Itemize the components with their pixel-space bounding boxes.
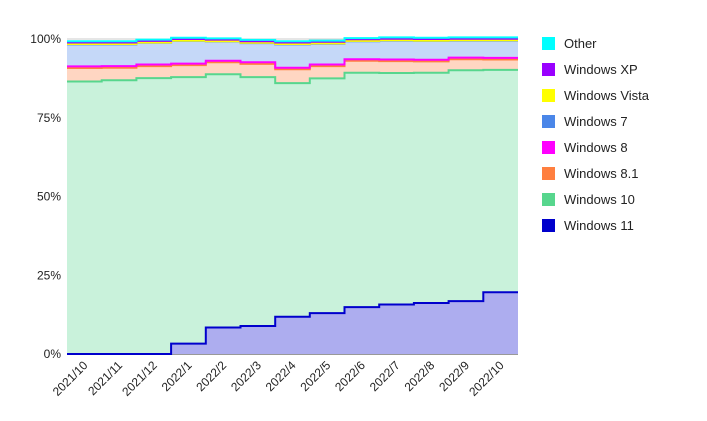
area-windows-7 <box>67 40 518 68</box>
legend-swatch <box>542 88 555 102</box>
y-tick-label: 100% <box>30 32 61 46</box>
x-tick-label: 2022/2 <box>193 358 229 394</box>
line-layer <box>67 36 518 355</box>
x-tick-label: 2022/7 <box>367 358 403 394</box>
legend-swatch <box>542 114 555 128</box>
legend: Other Windows XP Windows Vista Windows 7 Win… <box>542 30 649 238</box>
legend-label: Windows XP <box>564 61 638 77</box>
x-tick-label: 2021/12 <box>119 358 160 399</box>
legend-item-windows-8[interactable]: Windows 8 <box>542 134 649 160</box>
x-tick-label: 2022/4 <box>263 358 299 394</box>
x-tick-label: 2022/6 <box>332 358 368 394</box>
x-axis-ticks: 2021/102021/112021/122022/12022/22022/32… <box>50 358 507 399</box>
line-windows-11 <box>67 291 518 355</box>
line-windows-vista <box>67 39 518 45</box>
legend-item-windows-7[interactable]: Windows 7 <box>542 108 649 134</box>
y-tick-label: 75% <box>37 111 61 125</box>
legend-swatch <box>542 192 555 206</box>
x-tick-label: 2022/8 <box>402 358 438 394</box>
y-tick-label: 0% <box>44 347 62 361</box>
legend-swatch <box>542 218 555 232</box>
legend-swatch <box>542 140 555 154</box>
x-tick-label: 2022/5 <box>297 358 333 394</box>
legend-swatch <box>542 166 555 180</box>
area-windows-10 <box>67 69 518 355</box>
legend-label: Windows 8 <box>564 139 628 155</box>
legend-item-windows-8-1[interactable]: Windows 8.1 <box>542 160 649 186</box>
line-other <box>67 36 518 43</box>
x-tick-label: 2021/10 <box>50 358 91 399</box>
y-axis-ticks: 0% 25% 50% 75% 100% <box>30 32 61 361</box>
x-tick-label: 2022/3 <box>228 358 264 394</box>
line-windows-xp <box>67 37 518 44</box>
legend-label: Windows 11 <box>564 217 634 233</box>
y-tick-label: 25% <box>37 268 61 282</box>
legend-label: Windows 10 <box>564 191 635 207</box>
line-windows-8 <box>67 56 518 69</box>
x-tick-label: 2022/1 <box>159 358 195 394</box>
legend-item-other[interactable]: Other <box>542 30 649 56</box>
legend-label: Windows Vista <box>564 87 650 103</box>
x-tick-label: 2022/10 <box>466 358 507 399</box>
legend-label: Other <box>564 35 597 51</box>
line-windows-8-1 <box>67 58 518 71</box>
legend-label: Windows 8.1 <box>564 165 639 181</box>
legend-item-windows-11[interactable]: Windows 11 <box>542 212 649 238</box>
x-tick-label: 2021/11 <box>85 358 125 398</box>
legend-item-windows-xp[interactable]: Windows XP <box>542 56 649 82</box>
line-windows-10 <box>67 68 518 85</box>
legend-item-windows-vista[interactable]: Windows Vista <box>542 82 649 108</box>
legend-swatch <box>542 36 555 50</box>
area-windows-11 <box>67 292 518 354</box>
y-tick-label: 50% <box>37 190 61 204</box>
legend-item-windows-10[interactable]: Windows 10 <box>542 186 649 212</box>
legend-label: Windows 7 <box>564 113 628 129</box>
legend-swatch <box>542 62 555 76</box>
area-layer <box>67 37 518 355</box>
